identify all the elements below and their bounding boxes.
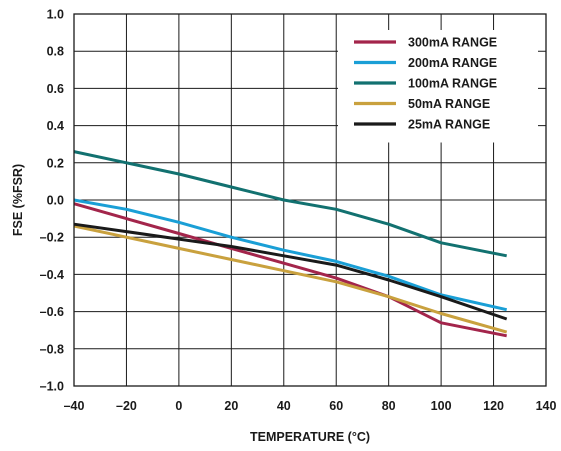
x-axis-label: TEMPERATURE (°C) xyxy=(250,430,370,444)
y-tick-label: –0.4 xyxy=(40,268,64,282)
tick-labels: –40 –20 0 20 40 60 80 100 120 140 –1.0 –0.8 –0.6 –0.4… xyxy=(40,8,557,414)
x-tick-label: 20 xyxy=(224,399,238,413)
x-tick-label: 60 xyxy=(329,399,343,413)
series-line xyxy=(73,150,507,258)
y-tick-label: 0.4 xyxy=(47,119,64,133)
y-tick-label: 0.0 xyxy=(47,194,64,208)
y-tick-label: –0.6 xyxy=(40,305,64,319)
series-line xyxy=(73,222,508,321)
x-tick-label: 80 xyxy=(382,399,396,413)
x-tick-label: 120 xyxy=(483,399,504,413)
x-tick-label: 0 xyxy=(175,399,182,413)
series-line xyxy=(73,198,508,312)
x-tick-label: 100 xyxy=(431,399,452,413)
y-tick-label: 0.2 xyxy=(47,156,64,170)
y-tick-label: 0.8 xyxy=(47,45,64,59)
y-tick-label: 1.0 xyxy=(47,8,64,22)
legend: 300mA RANGE 200mA RANGE 100mA RANGE 50mA RA… xyxy=(338,30,538,143)
legend-label: 50mA RANGE xyxy=(408,97,490,111)
legend-label: 200mA RANGE xyxy=(408,56,497,70)
y-axis-label: FSE (%FSR) xyxy=(11,164,25,236)
y-tick-label: –1.0 xyxy=(40,380,64,394)
x-tick-label: –20 xyxy=(116,399,137,413)
y-tick-label: –0.2 xyxy=(40,231,64,245)
legend-label: 300mA RANGE xyxy=(408,36,497,50)
legend-label: 25mA RANGE xyxy=(408,118,490,132)
y-tick-label: 0.6 xyxy=(47,82,64,96)
legend-label: 100mA RANGE xyxy=(408,77,497,91)
series-line xyxy=(73,224,508,334)
y-tick-label: –0.8 xyxy=(40,342,64,356)
x-tick-label: 140 xyxy=(536,399,557,413)
series-line xyxy=(73,202,507,338)
series-lines xyxy=(73,150,508,338)
plot-frame xyxy=(73,13,547,387)
x-tick-label: –40 xyxy=(64,399,85,413)
x-tick-label: 40 xyxy=(277,399,291,413)
